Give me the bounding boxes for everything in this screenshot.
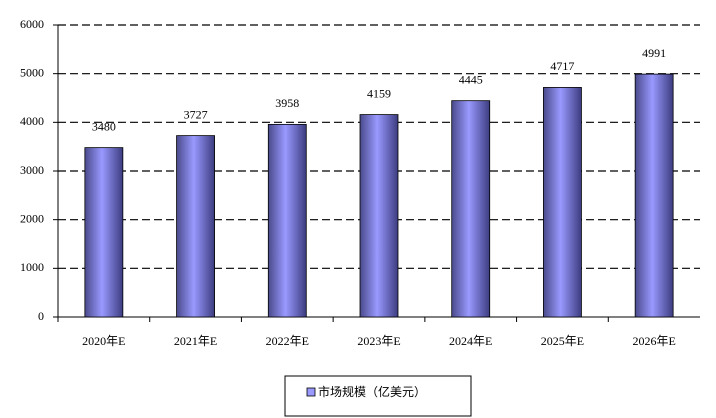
data-label: 3727 bbox=[184, 107, 208, 121]
data-label: 4991 bbox=[642, 46, 666, 60]
x-tick-label: 2020年E bbox=[82, 334, 125, 348]
data-label: 4445 bbox=[459, 72, 483, 86]
legend-label: 市场规模（亿美元） bbox=[318, 384, 426, 399]
bar bbox=[634, 73, 674, 318]
x-tick-label: 2026年E bbox=[632, 334, 675, 348]
y-tick-label: 6000 bbox=[20, 17, 44, 31]
x-tick-label: 2024年E bbox=[449, 334, 492, 348]
bar bbox=[451, 100, 491, 318]
y-tick-label: 3000 bbox=[20, 163, 44, 177]
bar bbox=[359, 114, 399, 318]
x-tick-label: 2021年E bbox=[174, 334, 217, 348]
data-label: 3480 bbox=[92, 119, 116, 133]
x-tick-label: 2025年E bbox=[541, 334, 584, 348]
x-tick-label: 2022年E bbox=[266, 334, 309, 348]
bar bbox=[543, 87, 582, 318]
bar bbox=[176, 135, 215, 318]
data-label: 3958 bbox=[275, 96, 299, 110]
legend-swatch bbox=[306, 387, 316, 397]
y-tick-label: 0 bbox=[38, 309, 44, 323]
bar bbox=[84, 147, 124, 318]
legend-box bbox=[284, 375, 472, 417]
data-label: 4159 bbox=[367, 86, 391, 100]
x-tick-label: 2023年E bbox=[357, 334, 400, 348]
y-tick-label: 4000 bbox=[20, 114, 44, 128]
bar bbox=[267, 123, 307, 318]
y-tick-label: 2000 bbox=[20, 211, 44, 225]
y-tick-label: 1000 bbox=[20, 260, 44, 274]
data-label: 4717 bbox=[550, 59, 574, 73]
y-tick-label: 5000 bbox=[20, 65, 44, 79]
